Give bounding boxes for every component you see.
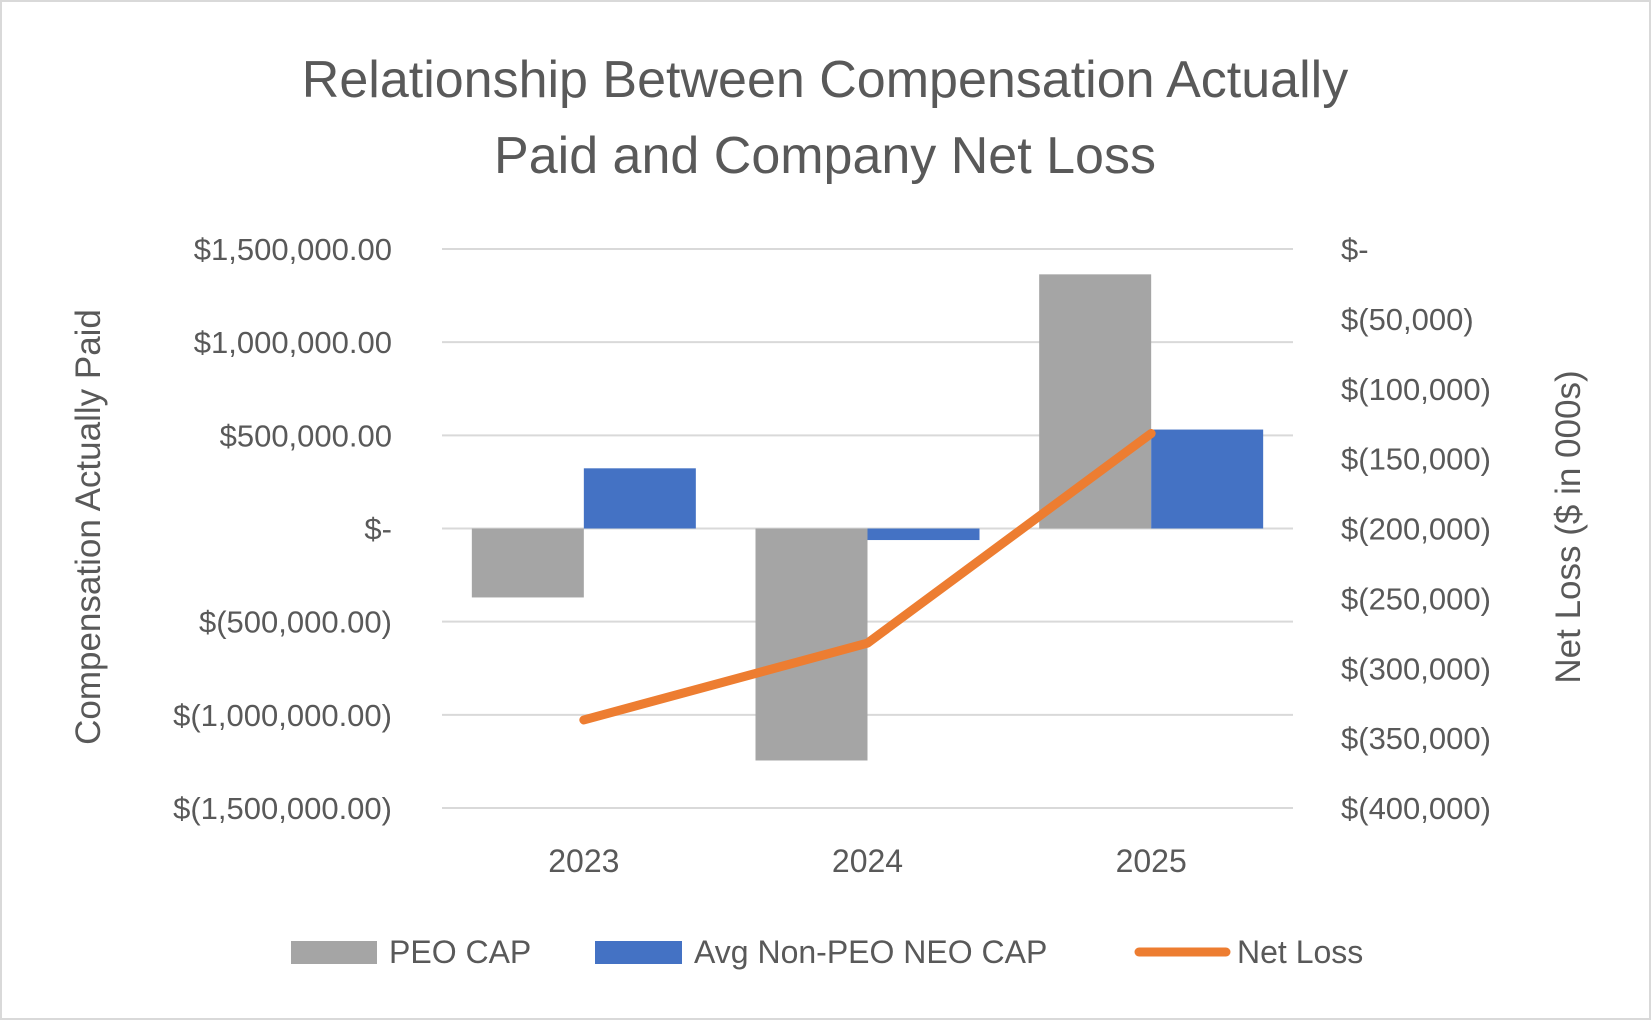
y-tick-label: $-: [364, 512, 392, 547]
y-tick-label: $1,500,000.00: [194, 232, 392, 267]
legend: PEO CAP Avg Non-PEO NEO CAP Net Loss: [291, 934, 1363, 970]
legend-swatch-peo-cap: [291, 941, 377, 964]
bar-peo-cap-2023: [471, 528, 584, 598]
y2-tick-label: $(200,000): [1341, 512, 1491, 547]
y-tick-label: $(500,000.00): [199, 605, 392, 640]
x-tick-label: 2023: [548, 843, 619, 879]
y2-tick-label: $(300,000): [1341, 651, 1491, 686]
y2-tick-label: $(150,000): [1341, 442, 1491, 477]
legend-label-avg-non-peo-neo-cap: Avg Non-PEO NEO CAP: [694, 934, 1047, 970]
chart-title-line-1: Relationship Between Compensation Actual…: [302, 51, 1348, 109]
y2-tick-label: $-: [1341, 232, 1369, 267]
y-axis-title: Compensation Actually Paid: [69, 309, 108, 745]
y2-tick-label: $(100,000): [1341, 372, 1491, 407]
bar-avg-non-peo-neo-cap-2023: [583, 468, 696, 529]
x-tick-label: 2025: [1116, 843, 1187, 879]
y2-tick-label: $(50,000): [1341, 302, 1474, 337]
y-tick-label: $(1,500,000.00): [173, 791, 392, 826]
y2-tick-label: $(350,000): [1341, 721, 1491, 756]
chart-title-line-2: Paid and Company Net Loss: [494, 127, 1156, 185]
legend-label-peo-cap: PEO CAP: [389, 934, 531, 970]
y2-axis-title: Net Loss ($ in 000s): [1549, 370, 1588, 683]
bar-avg-non-peo-neo-cap-2025: [1151, 429, 1264, 529]
y-tick-label: $500,000.00: [220, 418, 392, 453]
legend-swatch-avg-non-peo-neo-cap: [595, 941, 682, 964]
y-tick-label: $(1,000,000.00): [173, 698, 392, 733]
legend-label-net-loss: Net Loss: [1237, 934, 1363, 970]
y2-tick-label: $(250,000): [1341, 581, 1491, 616]
x-tick-label: 2024: [832, 843, 903, 879]
bar-avg-non-peo-neo-cap-2024: [867, 528, 980, 541]
bar-peo-cap-2025: [1039, 274, 1152, 529]
y2-tick-label: $(400,000): [1341, 791, 1491, 826]
y-tick-label: $1,000,000.00: [194, 325, 392, 360]
